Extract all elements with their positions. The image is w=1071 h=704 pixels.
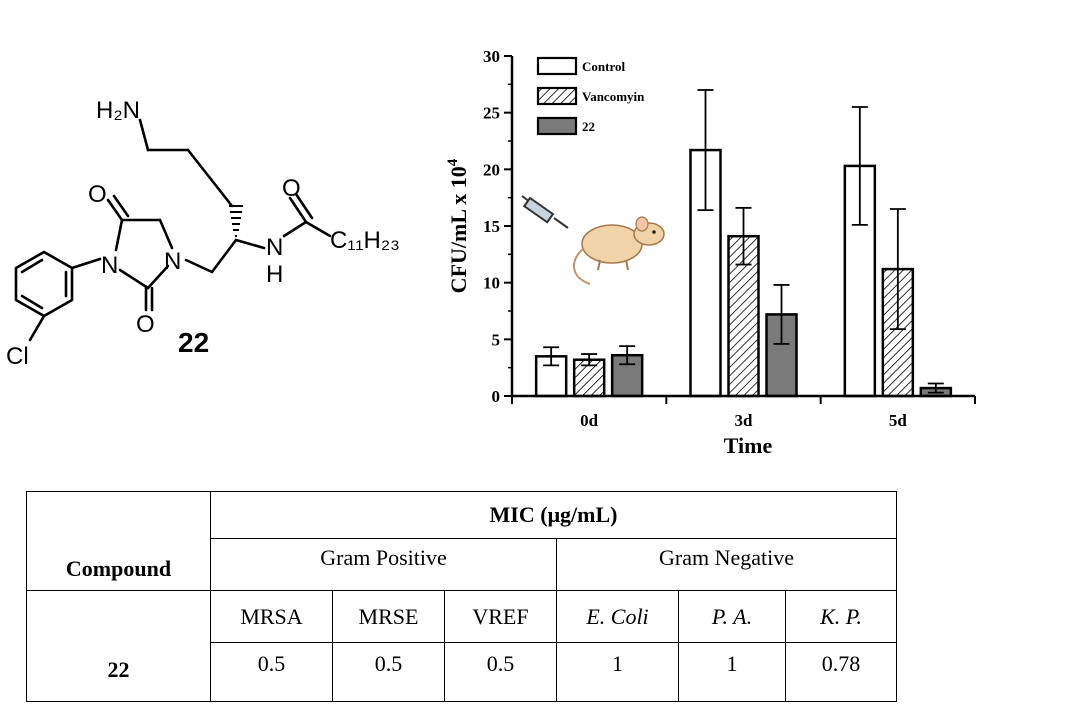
carbonyl-top [112, 194, 130, 218]
legend-label-control: Control [582, 59, 625, 74]
syringe-and-mouse-icon [521, 195, 665, 285]
col-header-kp: K. P. [784, 590, 898, 643]
hashed-wedge [229, 205, 243, 237]
legend: Control Vancomyin 22 [536, 56, 645, 136]
aromatic-bond [20, 258, 44, 274]
y-tick-label-25: 25 [483, 104, 500, 123]
cell-kp: 0.78 [784, 642, 898, 702]
header-mic: MIC (μg/mL) [209, 491, 898, 539]
header-gram-negative: Gram Negative [555, 538, 898, 591]
bond-c-alkyl [304, 220, 332, 238]
bars-layer [534, 148, 953, 398]
bond-cl [28, 314, 46, 342]
legend-swatch-vancomyin [536, 86, 578, 106]
error-bar-vancomyin-5d [889, 208, 906, 331]
cell-pa: 1 [678, 642, 786, 702]
cell-e-coli: 1 [556, 642, 679, 702]
error-bar-vancomyin-0d [581, 353, 598, 367]
legend-label-22: 22 [582, 119, 595, 134]
amide-carbonyl [294, 192, 314, 220]
y-axis-label-exponent: 4 [445, 158, 461, 166]
bond-ch2-c [210, 238, 238, 274]
y-tick-label-10: 10 [483, 274, 500, 293]
y-axis-label-text: CFU/mL x 10 [446, 166, 471, 293]
ticks-layer: 0d 3d 5d 0 5 10 15 20 25 30 [483, 47, 976, 430]
x-tick-label-0d: 0d [580, 411, 599, 430]
col-header-mrse: MRSE [332, 590, 445, 643]
label-o-top: O [88, 181, 107, 208]
bond-nh-c [282, 220, 308, 238]
error-bar-22-3d [773, 284, 790, 345]
error-bar-control-0d [543, 346, 560, 367]
amide-carbonyl [288, 196, 308, 224]
legend-swatch-22 [536, 116, 578, 136]
cfu-bar-chart: 0d 3d 5d 0 5 10 15 20 25 30 Control Vancomyin 22 Ti… [445, 47, 976, 458]
row-compound: 22 [26, 590, 211, 702]
bond-c-nh [234, 238, 266, 250]
legend-swatch-control [536, 56, 578, 76]
cell-mrsa: 0.5 [210, 642, 333, 702]
bond-chain [208, 176, 234, 208]
benzene-ring [14, 250, 74, 318]
x-axis-label: Time [724, 433, 773, 458]
error-bar-22-0d [619, 345, 636, 366]
compound-22-structure: H₂N O N N O Cl O N H C₁₁H₂₃ 22 [6, 97, 400, 370]
y-tick-label-30: 30 [483, 47, 500, 66]
aromatic-bond [20, 294, 44, 310]
compound-number: 22 [178, 327, 209, 358]
error-bar-control-3d [697, 89, 714, 212]
bond-ch2-n2 [158, 218, 174, 250]
label-n1: N [101, 252, 118, 279]
bond-chain [138, 118, 150, 152]
label-n2: N [164, 248, 181, 275]
label-o-bottom: O [136, 311, 155, 338]
error-bars-layer [543, 89, 944, 394]
bond-aryl-n [70, 257, 102, 270]
col-header-pa: P. A. [678, 590, 786, 643]
y-tick-label-0: 0 [492, 387, 501, 406]
error-bar-22-5d [927, 382, 944, 394]
label-h-amide: H [266, 261, 283, 288]
error-bar-control-5d [851, 106, 868, 226]
bond-n2-c2 [146, 264, 170, 290]
bond-n1-c4 [114, 218, 124, 252]
legend-label-vancomyin: Vancomyin [582, 89, 645, 104]
header-gram-positive: Gram Positive [210, 538, 557, 591]
y-tick-label-5: 5 [492, 330, 501, 349]
label-n-amide: N [266, 234, 283, 261]
col-header-vref: VREF [444, 590, 557, 643]
label-chain: C₁₁H₂₃ [330, 227, 400, 254]
error-bar-vancomyin-3d [735, 206, 752, 266]
header-compound: Compound [26, 491, 211, 591]
label-o-amide: O [282, 175, 301, 202]
bond-chain [186, 148, 212, 180]
y-tick-label-15: 15 [483, 217, 500, 236]
col-header-e-coli: E. Coli [556, 590, 679, 643]
mic-table: Compound MIC (μg/mL) Gram Positive Gram … [26, 491, 898, 702]
y-axis-label: CFU/mL x 104 [445, 158, 471, 293]
col-header-mrsa: MRSA [210, 590, 333, 643]
label-nh2: H₂N [96, 97, 140, 124]
y-tick-label-20: 20 [483, 160, 500, 179]
cell-mrse: 0.5 [332, 642, 445, 702]
cell-vref: 0.5 [444, 642, 557, 702]
label-cl: Cl [6, 343, 29, 370]
carbonyl-top [106, 198, 124, 222]
bond-c2-n1 [118, 268, 150, 290]
bond-n2-ch2 [184, 258, 214, 274]
x-tick-label-3d: 3d [735, 411, 754, 430]
x-tick-label-5d: 5d [889, 411, 908, 430]
